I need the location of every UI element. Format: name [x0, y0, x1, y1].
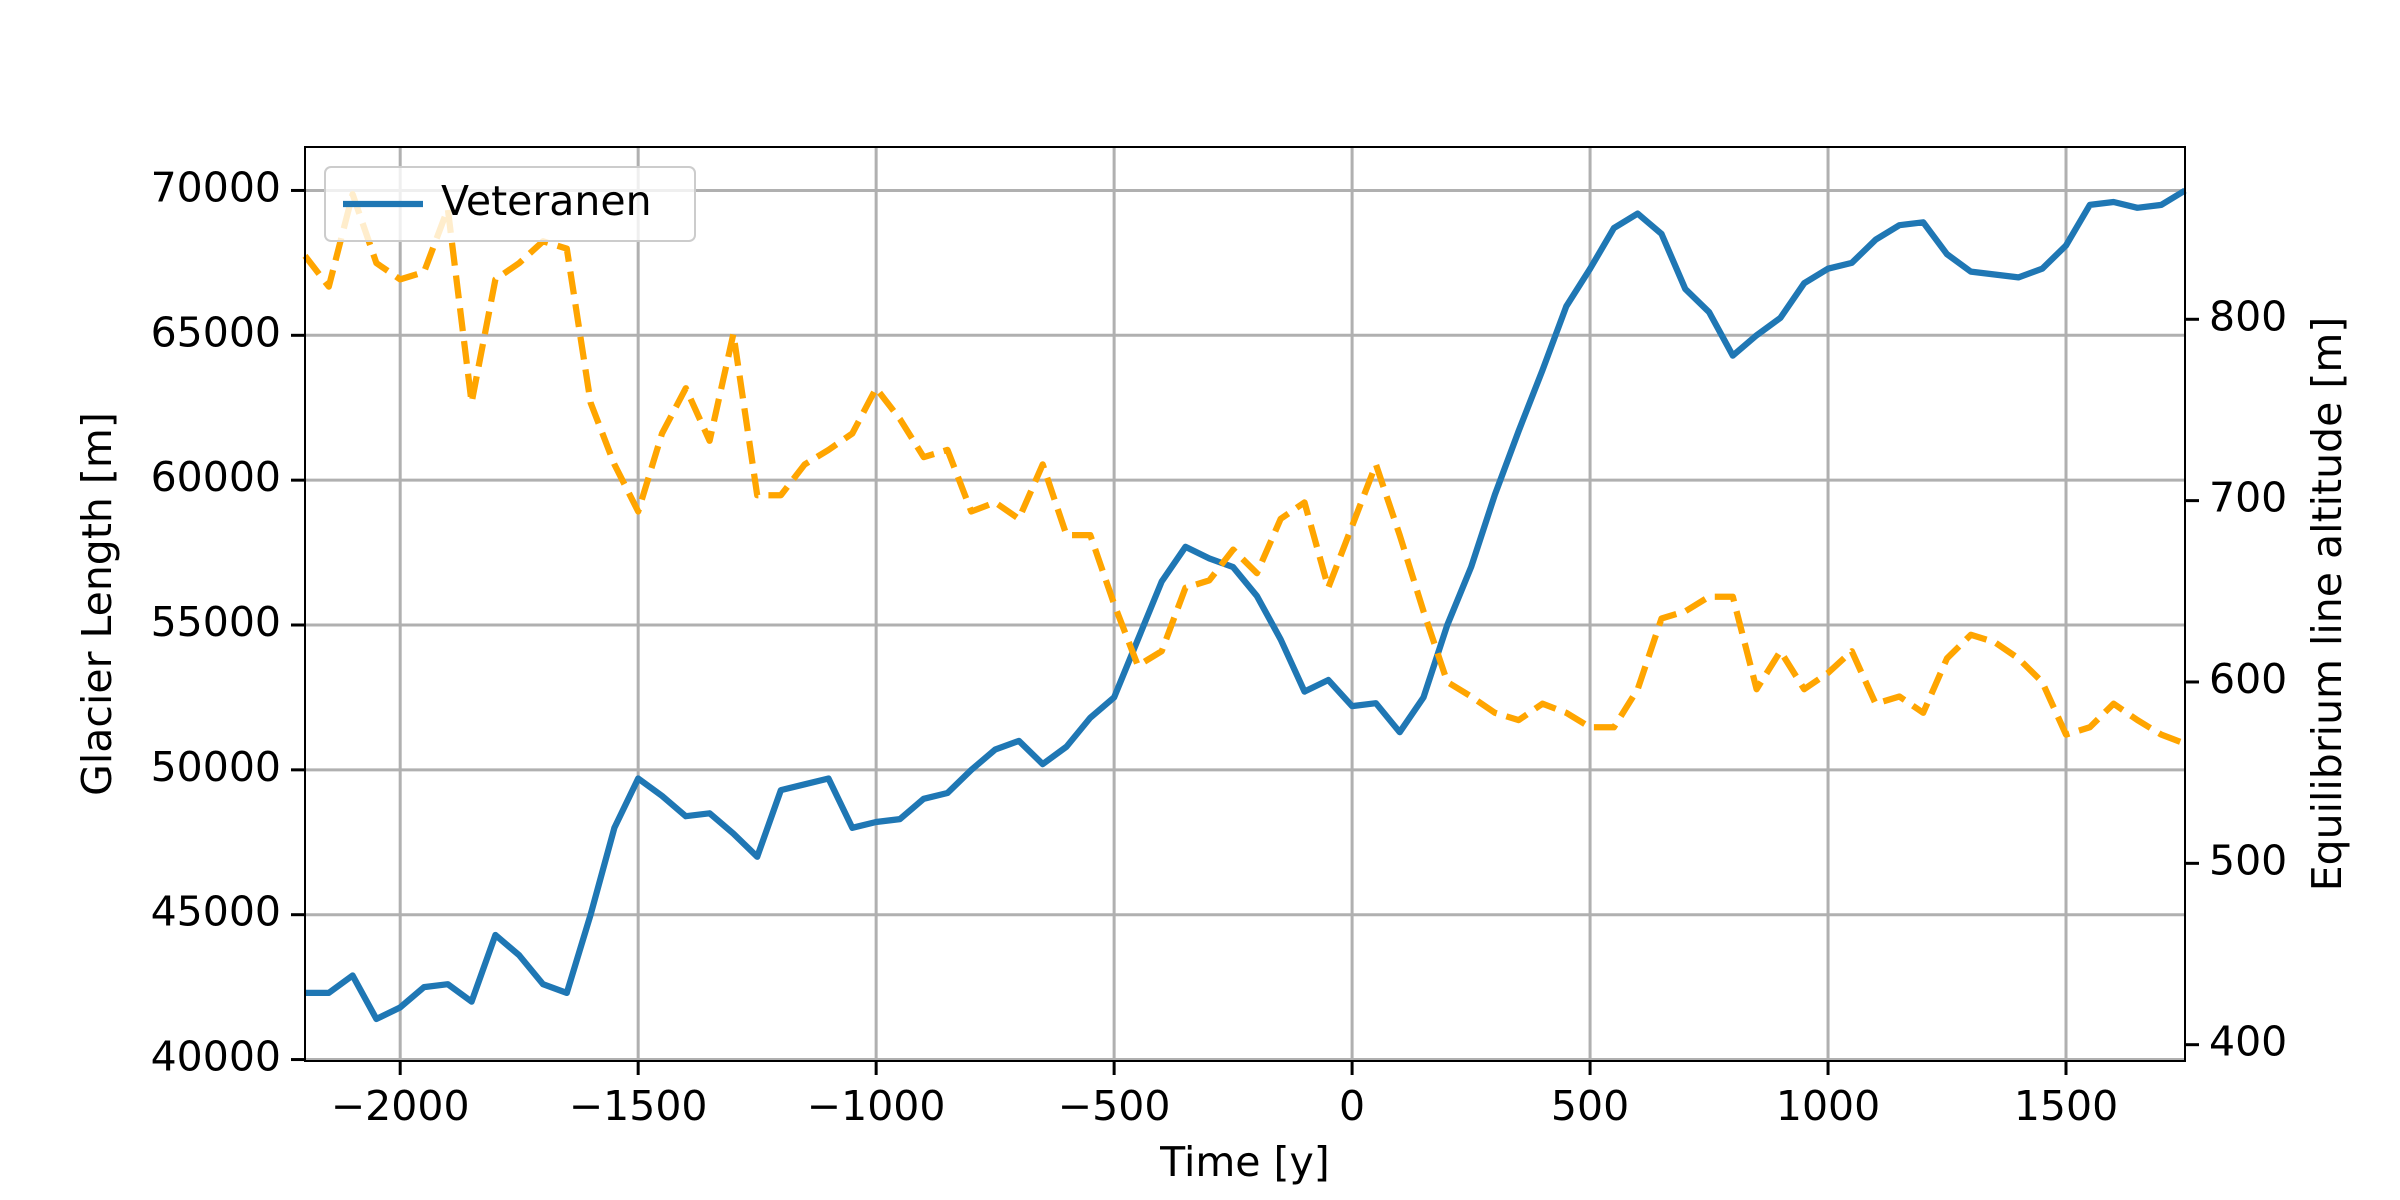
x-tick-label: 0	[1339, 1082, 1365, 1130]
y-axis-label: Glacier Length [m]	[73, 412, 121, 796]
y2-tick-label: 600	[2209, 655, 2287, 703]
x-tick-label: 1000	[1776, 1082, 1880, 1130]
grid	[305, 147, 2185, 1062]
x-tick-label: −1000	[807, 1082, 946, 1130]
y2-tick-label: 500	[2209, 836, 2287, 884]
x-axis-label: Time [y]	[1159, 1138, 1330, 1186]
data-line	[302, 191, 2187, 747]
legend-label: Veteranen	[441, 177, 652, 225]
y2-tick-label: 800	[2209, 292, 2287, 340]
x-tick-label: −1500	[569, 1082, 708, 1130]
x-tick-label: −500	[1058, 1082, 1171, 1130]
y-tick-label: 60000	[151, 453, 281, 501]
axes: −2000 −1500 −1000 −500 0 500 1000 1500 40000 4500…	[151, 163, 2288, 1130]
y2-axis-label: Equilibrium line altitude [m]	[2303, 317, 2351, 892]
x-tick-label: 500	[1551, 1082, 1629, 1130]
y-tick-label: 50000	[151, 743, 281, 791]
plot	[302, 187, 2187, 1023]
legend-box	[324, 166, 696, 242]
y2-tick-label: 700	[2209, 474, 2287, 522]
legend: Veteranen	[324, 166, 696, 242]
x-tick-label: 1500	[2014, 1082, 2118, 1130]
plot-frame	[304, 146, 2186, 1062]
data-line	[305, 187, 2187, 1023]
y-tick-label: 70000	[151, 163, 281, 211]
y2-tick-label: 400	[2209, 1018, 2287, 1066]
y-tick-label: 45000	[151, 888, 281, 936]
y-tick-label: 65000	[151, 308, 281, 356]
x-tick-label: −2000	[331, 1082, 470, 1130]
y-tick-label: 40000	[151, 1033, 281, 1081]
y-tick-label: 55000	[151, 598, 281, 646]
